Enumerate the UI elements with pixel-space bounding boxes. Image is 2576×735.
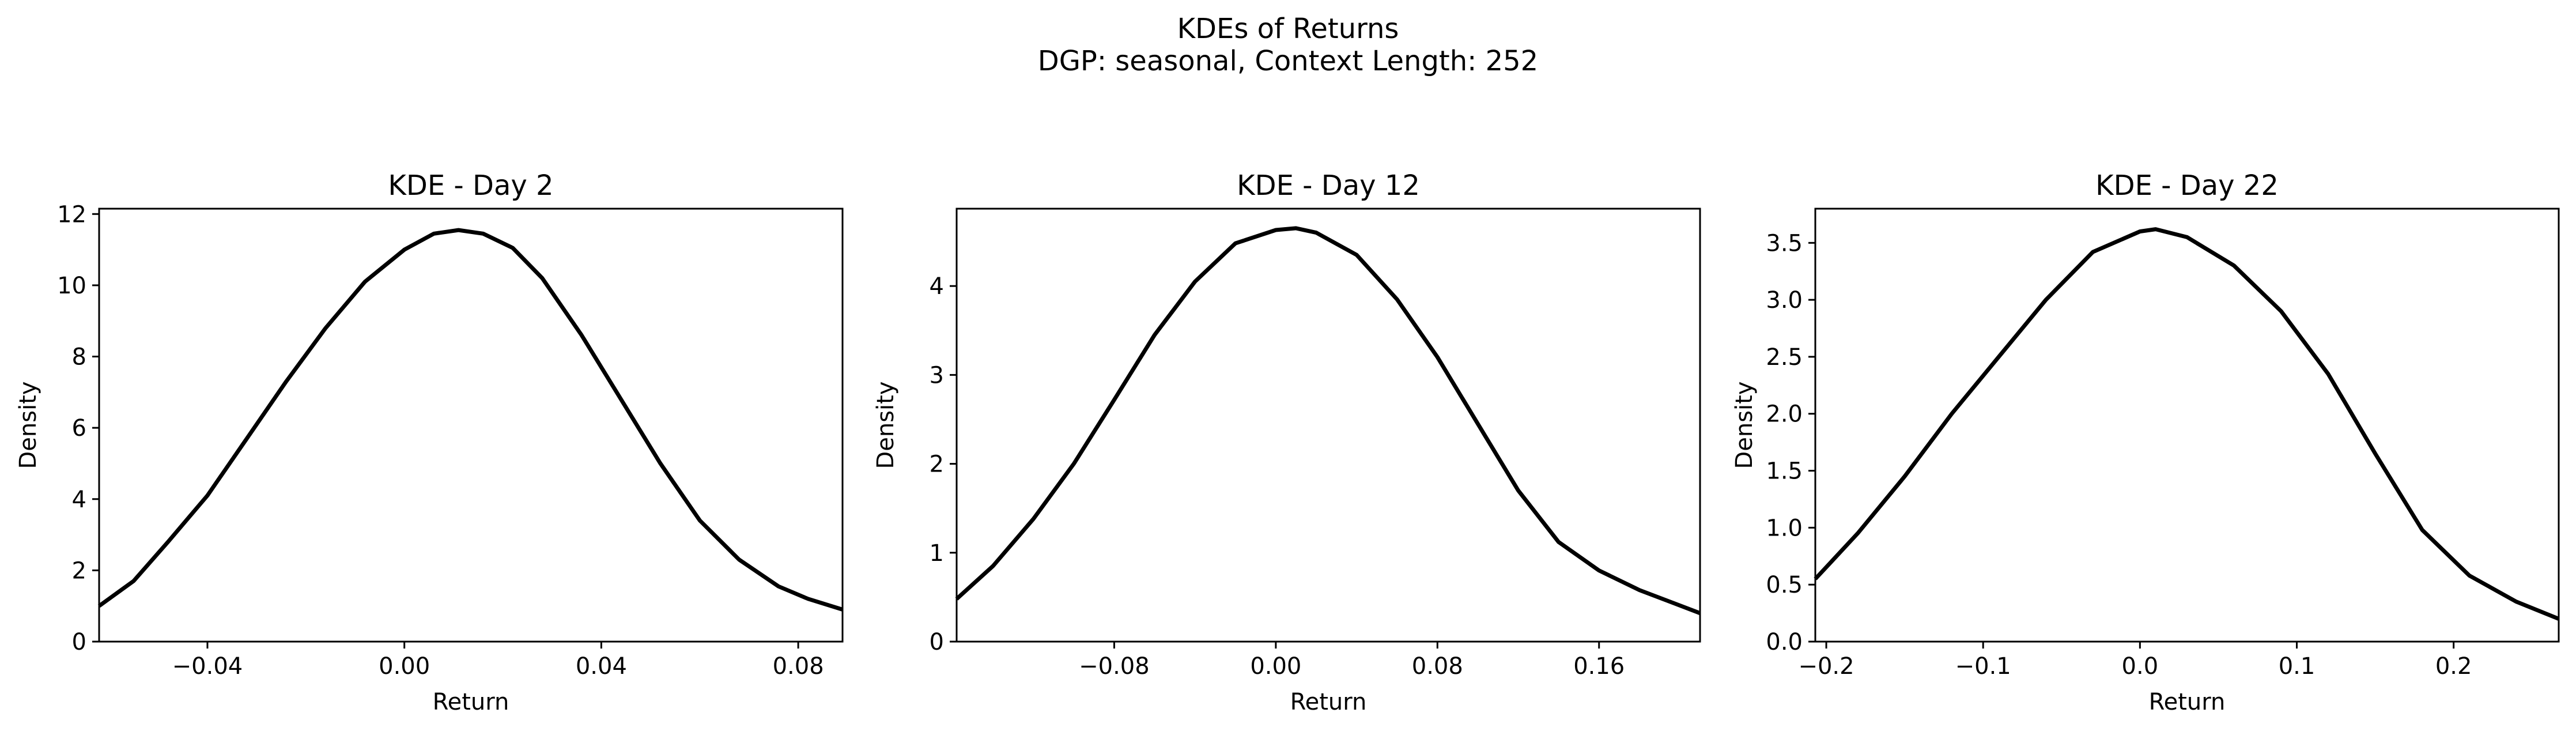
x-tick-label: 0.04: [576, 653, 627, 680]
y-tick-label: 0.0: [1766, 629, 1803, 655]
y-tick-label: 4: [72, 487, 86, 513]
y-tick-label: 4: [930, 273, 944, 300]
y-tick-label: 6: [72, 415, 86, 442]
subplot-2: KDE - Day 12 −0.08 0.00 0.08 0.16 0 1 2 3 4 Return…: [872, 169, 1701, 715]
y-tick-label: 10: [57, 273, 86, 299]
y-tick-label: 1.0: [1766, 515, 1803, 541]
y-tick-label: 0: [72, 629, 86, 655]
x-tick-label: −0.04: [172, 653, 243, 680]
x-tick-label: 0.00: [379, 653, 430, 680]
y-tick-label: 0.5: [1766, 572, 1803, 598]
x-tick-label: 0.16: [1573, 653, 1625, 680]
y-tick-label: 3.5: [1766, 230, 1803, 257]
kde-line: [1814, 227, 2560, 621]
y-tick-label: 12: [57, 201, 86, 228]
x-tick-label: −0.2: [1798, 653, 1854, 680]
x-axis-label: Return: [433, 689, 509, 715]
y-tick-label: 1: [930, 540, 944, 567]
y-tick-label: 2: [72, 557, 86, 584]
figure-title: KDEs of Returns: [1177, 13, 1399, 45]
y-tick-label: 3: [930, 362, 944, 389]
x-tick-label: 0.1: [2279, 653, 2316, 680]
axes-frame: [98, 208, 844, 643]
subplot-3: KDE - Day 22 −0.2 −0.1 0.0 0.1 0.2 0.0 0.5 1.0 1.…: [1731, 169, 2560, 715]
y-tick-label: 1.5: [1766, 458, 1803, 485]
kde-line: [97, 228, 844, 612]
y-tick-label: 0: [930, 629, 944, 655]
x-tick-label: −0.1: [1955, 653, 2011, 680]
kde-line: [955, 226, 1701, 615]
subplot-title: KDE - Day 12: [1237, 169, 1420, 202]
subplot-title: KDE - Day 2: [388, 169, 553, 202]
y-axis-label: Density: [1731, 381, 1758, 469]
x-axis-label: Return: [1290, 689, 1367, 715]
figure-subtitle: DGP: seasonal, Context Length: 252: [1037, 45, 1539, 77]
x-tick-label: 0.00: [1250, 653, 1301, 680]
y-tick-label: 8: [72, 344, 86, 371]
subplot-1: KDE - Day 2 −0.04 0.00 0.04 0.08 0 2 4 6 8 10 12 Ret…: [15, 169, 844, 715]
x-tick-label: 0.2: [2435, 653, 2472, 680]
x-axis-label: Return: [2149, 689, 2226, 715]
x-tick-label: 0.08: [773, 653, 824, 680]
axes-frame: [1814, 208, 2560, 643]
y-tick-label: 2: [930, 451, 944, 478]
y-tick-label: 2.0: [1766, 401, 1803, 428]
x-tick-label: −0.08: [1079, 653, 1150, 680]
y-axis-label: Density: [872, 381, 899, 469]
y-axis-label: Density: [15, 381, 41, 469]
y-tick-label: 2.5: [1766, 344, 1803, 371]
axes-frame: [955, 208, 1701, 643]
x-tick-label: 0.08: [1412, 653, 1463, 680]
y-tick-label: 3.0: [1766, 287, 1803, 314]
x-tick-label: 0.0: [2122, 653, 2159, 680]
subplot-title: KDE - Day 22: [2095, 169, 2279, 202]
